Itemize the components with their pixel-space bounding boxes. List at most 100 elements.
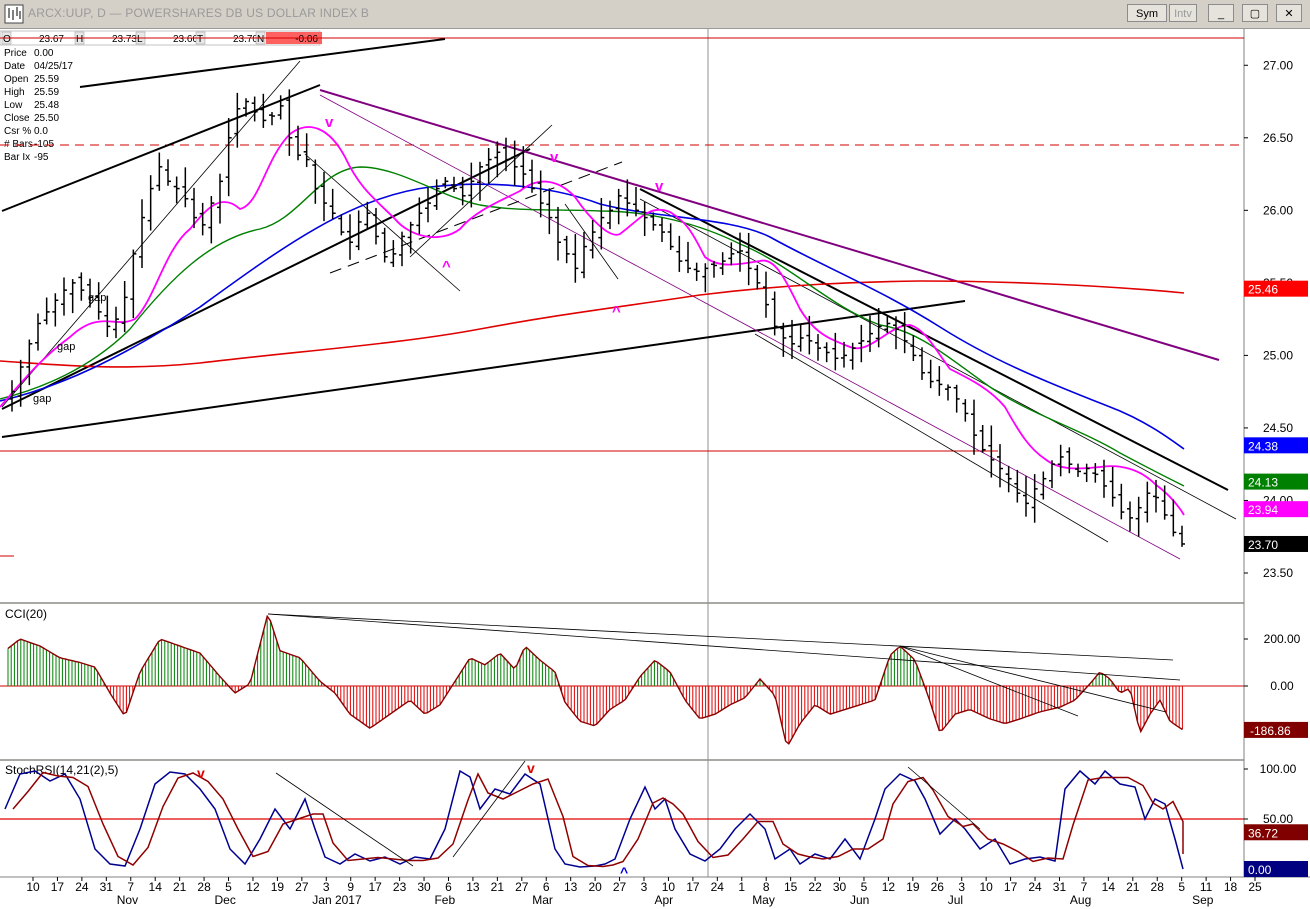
- info-label: Price: [4, 48, 27, 59]
- info-label: Csr %: [4, 126, 31, 137]
- maximize-button[interactable]: ▢: [1242, 4, 1268, 22]
- x-tick-day: 24: [1028, 880, 1042, 894]
- x-tick-day: 30: [417, 880, 431, 894]
- stoch-trendline-3[interactable]: [907, 766, 981, 830]
- quote-value-L: 23.66: [173, 34, 198, 45]
- cci-trendline-1[interactable]: [267, 613, 1174, 661]
- quote-value-T: 23.70: [233, 34, 258, 45]
- x-month-label: Dec: [215, 893, 236, 907]
- x-tick-day: 20: [588, 880, 602, 894]
- info-value: -95: [34, 152, 49, 163]
- stoch-trendline-2[interactable]: [452, 760, 526, 858]
- chart-area[interactable]: O 23.67 H 23.73 L 23.66 T 23.70 N -0.06 Price 0.00…: [0, 29, 1310, 909]
- x-tick-day: 10: [662, 880, 676, 894]
- stochrsi-value-tag: [1244, 824, 1308, 841]
- trendline-thin-rise[interactable]: [409, 124, 553, 258]
- x-tick-day: 30: [833, 880, 847, 894]
- x-tick-day: 31: [100, 880, 114, 894]
- x-tick-day: 12: [882, 880, 896, 894]
- trendline-purple-thin[interactable]: [319, 94, 1181, 560]
- annotation-gap-3: gap: [33, 393, 51, 405]
- info-label: Open: [4, 74, 28, 85]
- ma-magenta-line[interactable]: [0, 126, 1185, 516]
- x-tick-day: 1: [738, 880, 745, 894]
- x-tick-day: 27: [613, 880, 627, 894]
- x-tick-day: 12: [246, 880, 260, 894]
- x-tick-day: 17: [1004, 880, 1018, 894]
- x-tick-day: 6: [543, 880, 550, 894]
- cci-tick-label: 0.00: [1270, 679, 1294, 693]
- price-tag-label: 23.70: [1248, 538, 1278, 552]
- cci-line[interactable]: [7, 614, 1183, 745]
- minimize-button[interactable]: _: [1208, 4, 1234, 22]
- x-tick-day: 23: [393, 880, 407, 894]
- stoch-trendline-1[interactable]: [275, 772, 414, 867]
- stochrsi-value-label: 0.00: [1248, 863, 1272, 877]
- price-panel[interactable]: [0, 29, 1244, 602]
- price-tick-label: 26.50: [1263, 131, 1293, 145]
- cci-panel[interactable]: [0, 604, 1244, 759]
- price-bars[interactable]: [9, 89, 1185, 547]
- cci-histogram[interactable]: [7, 616, 1183, 744]
- x-tick-day: 3: [958, 880, 965, 894]
- intv-label: Intv: [1174, 8, 1192, 20]
- stochrsi-tick-label: 50.00: [1263, 812, 1293, 826]
- cci-trendline-3[interactable]: [899, 645, 1167, 713]
- trendline-up-upper[interactable]: [1, 84, 321, 212]
- x-axis: 10 17 24 31 7 14 21 28 5 12 19 27 3 9 17 23 30 6 13 21 27 6 13…: [26, 877, 1262, 907]
- info-value: 04/25/17: [34, 61, 73, 72]
- trendline-purple[interactable]: [319, 89, 1220, 361]
- x-tick-day: 17: [51, 880, 65, 894]
- x-month-label: Mar: [532, 893, 553, 907]
- x-tick-day: 24: [75, 880, 89, 894]
- trendlines[interactable]: [0, 37, 1244, 560]
- stochrsi-fast-line[interactable]: [4, 769, 1184, 870]
- annotation-gap-2: gap: [88, 292, 106, 304]
- trendline-thin-up[interactable]: [1, 60, 301, 408]
- x-tick-day: 17: [686, 880, 700, 894]
- price-tick-label: 27.00: [1263, 58, 1293, 72]
- x-tick-day: 13: [466, 880, 480, 894]
- x-month-label: Apr: [654, 893, 673, 907]
- info-value: 25.59: [34, 87, 59, 98]
- sym-button[interactable]: Sym: [1127, 4, 1167, 22]
- info-label: Close: [4, 113, 30, 124]
- info-value: 0.00: [34, 48, 54, 59]
- x-tick-day: 7: [127, 880, 134, 894]
- stochrsi-slow-line[interactable]: [12, 771, 1184, 868]
- stochrsi-trendlines[interactable]: [275, 760, 981, 867]
- cci-trendline-2[interactable]: [267, 613, 1181, 681]
- info-label: Bar Ix: [4, 152, 30, 163]
- marker-bottom-1: ^: [442, 258, 451, 275]
- price-tag-label: 24.38: [1248, 439, 1278, 453]
- x-tick-day: 22: [808, 880, 822, 894]
- ma-blue-line[interactable]: [0, 183, 1185, 450]
- x-month-label: Jun: [850, 893, 869, 907]
- ma-red-line[interactable]: [0, 280, 1185, 368]
- info-value: 25.48: [34, 100, 59, 111]
- title-bar: ARCX:UUP, D — POWERSHARES DB US DOLLAR I…: [0, 0, 1310, 29]
- x-month-label: Jul: [948, 893, 963, 907]
- intv-button[interactable]: Intv: [1169, 4, 1197, 22]
- trendline-top-channel[interactable]: [79, 38, 446, 88]
- x-tick-day: 6: [445, 880, 452, 894]
- trendline-thin-lower[interactable]: [754, 333, 1109, 543]
- quote-value-O: 23.67: [39, 34, 64, 45]
- marker-top-1: v: [325, 114, 334, 131]
- ma-green-line[interactable]: [0, 166, 1185, 487]
- price-tag-label: 24.13: [1248, 476, 1278, 490]
- x-tick-day: 10: [26, 880, 40, 894]
- trendline-thin-drop[interactable]: [564, 203, 619, 280]
- cci-trendline-4[interactable]: [899, 645, 1079, 717]
- cci-trendlines[interactable]: [267, 613, 1181, 717]
- x-tick-day: 17: [368, 880, 382, 894]
- x-tick-day: 27: [515, 880, 529, 894]
- quote-key-label: L: [137, 34, 143, 45]
- close-button[interactable]: ✕: [1276, 4, 1302, 22]
- trendline-down[interactable]: [639, 188, 1229, 491]
- trendline-long[interactable]: [1, 300, 966, 438]
- trendline-dashed[interactable]: [329, 161, 623, 274]
- x-tick-day: 14: [1102, 880, 1116, 894]
- x-tick-day: 28: [197, 880, 211, 894]
